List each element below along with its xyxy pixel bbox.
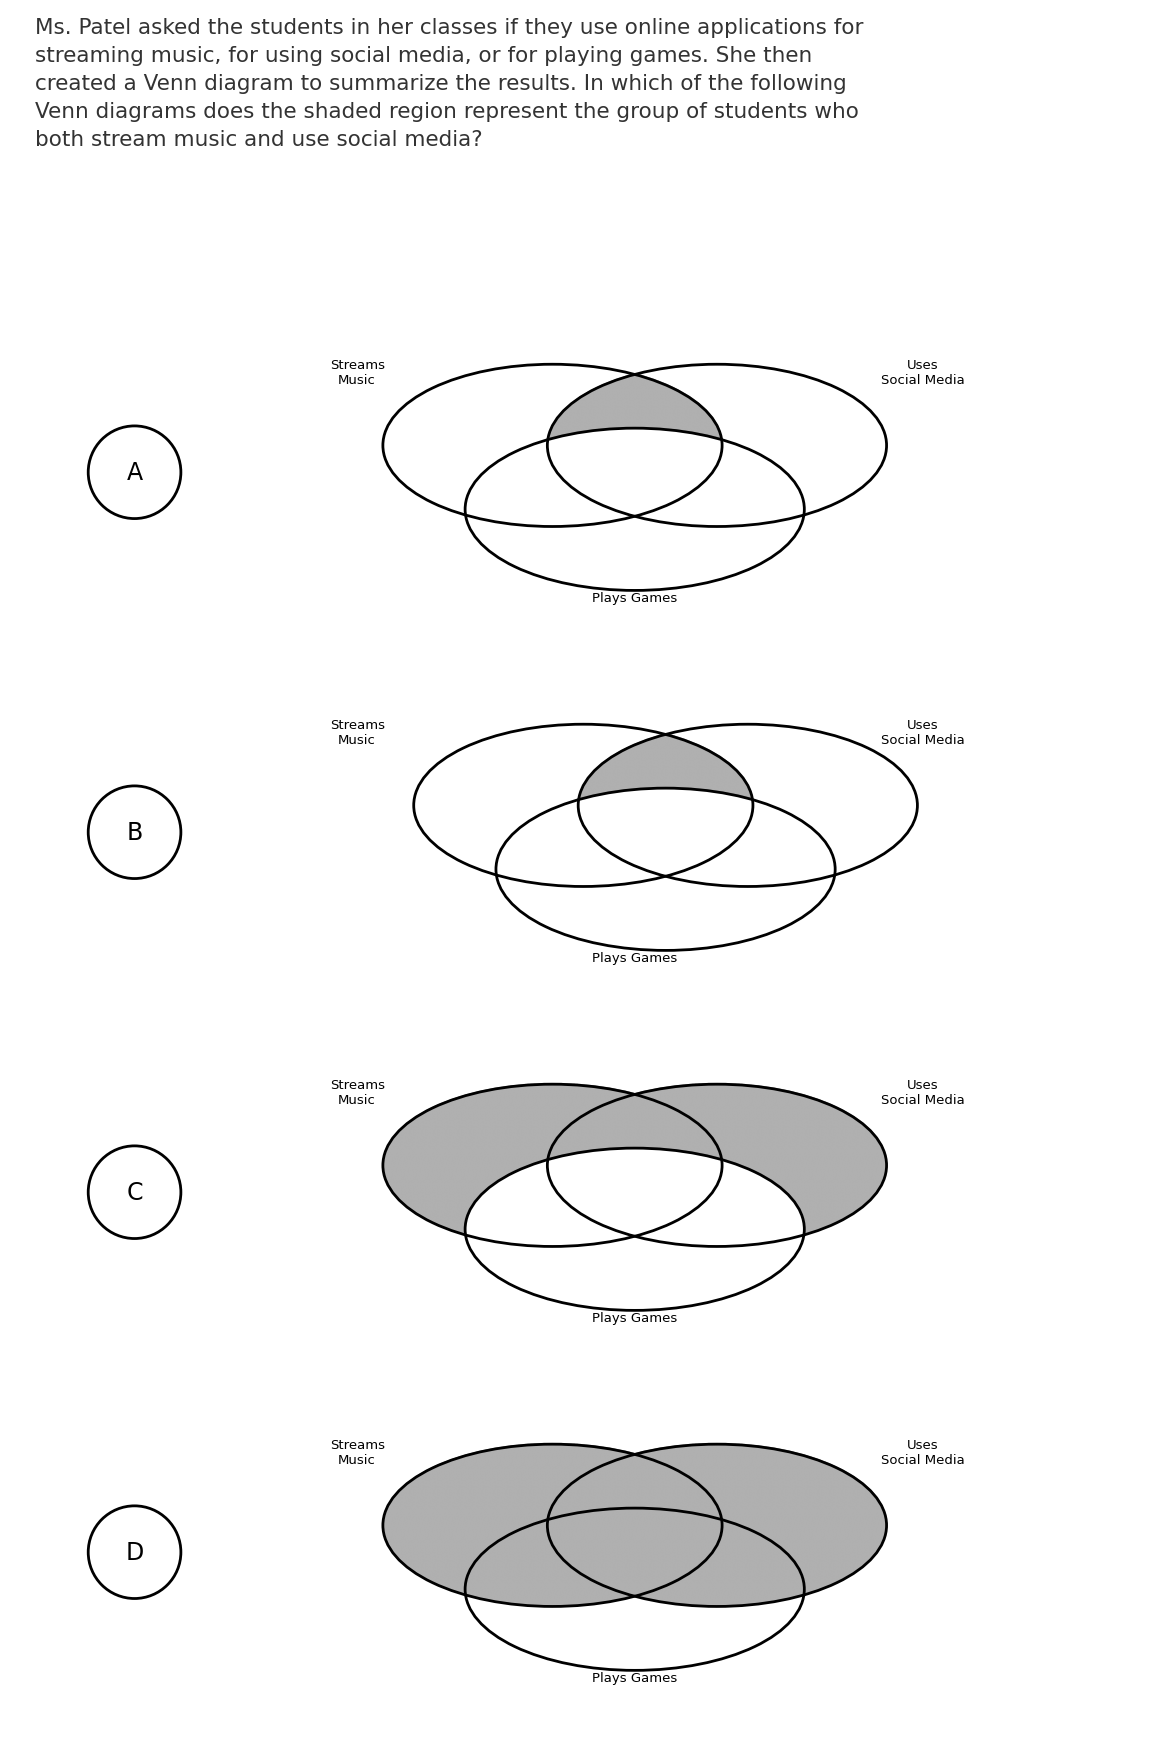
Text: Streams
Music: Streams Music	[330, 358, 385, 386]
Text: Ms. Patel asked the students in her classes if they use online applications for
: Ms. Patel asked the students in her clas…	[35, 18, 863, 149]
Text: B: B	[126, 821, 143, 844]
Text: Plays Games: Plays Games	[592, 951, 677, 965]
Text: Streams
Music: Streams Music	[330, 1437, 385, 1465]
Text: Uses
Social Media: Uses Social Media	[881, 718, 964, 746]
Text: D: D	[125, 1541, 144, 1564]
Text: Uses
Social Media: Uses Social Media	[881, 358, 964, 386]
Text: Streams
Music: Streams Music	[330, 1078, 385, 1106]
Text: Plays Games: Plays Games	[592, 1311, 677, 1325]
Text: A: A	[126, 462, 143, 484]
Text: Uses
Social Media: Uses Social Media	[881, 1437, 964, 1465]
Text: Plays Games: Plays Games	[592, 591, 677, 605]
Text: Streams
Music: Streams Music	[330, 718, 385, 746]
Text: Uses
Social Media: Uses Social Media	[881, 1078, 964, 1106]
Text: C: C	[126, 1181, 143, 1204]
Text: Plays Games: Plays Games	[592, 1671, 677, 1685]
